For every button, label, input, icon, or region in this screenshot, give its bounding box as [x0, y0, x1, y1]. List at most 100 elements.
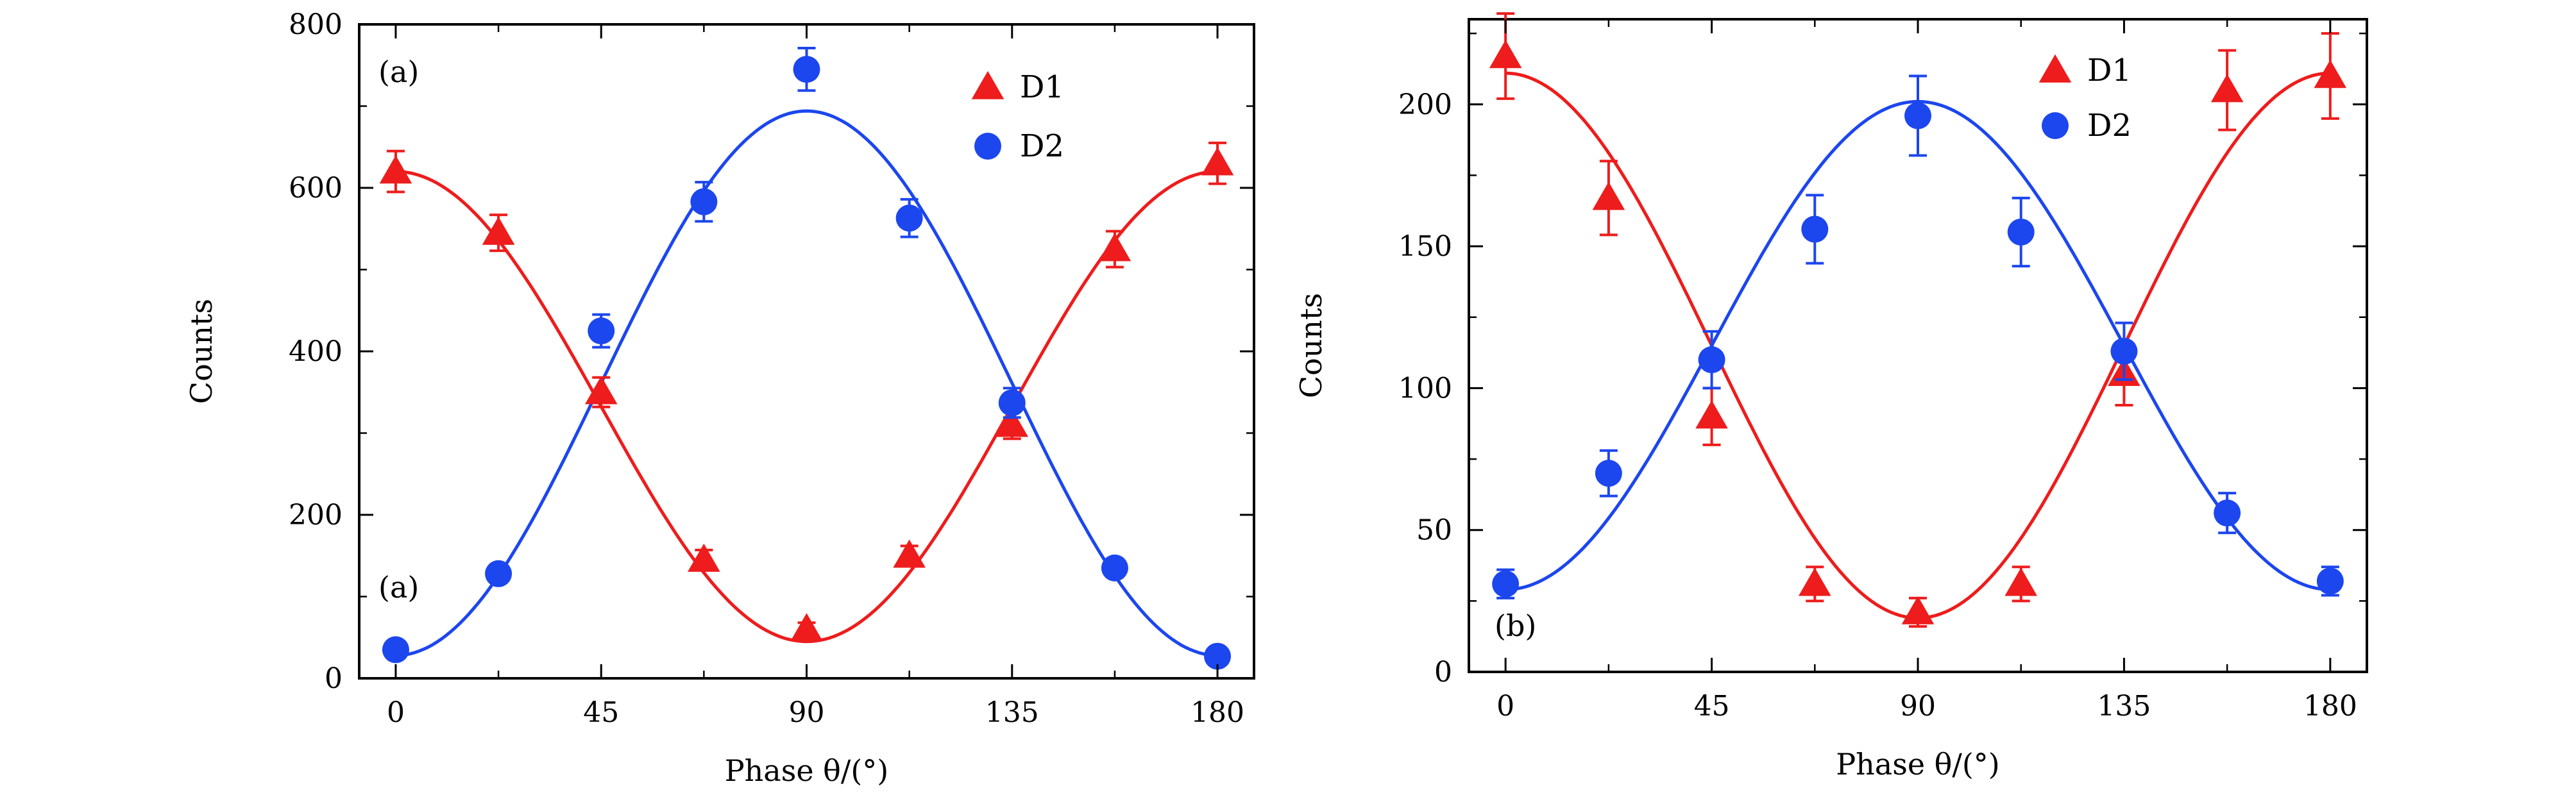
data-point-d2 [1904, 74, 1931, 157]
triangle-marker [1798, 567, 1831, 596]
legend-label-d1: D1 [1020, 69, 1064, 105]
triangle-marker [379, 155, 412, 184]
data-point-d2 [1204, 642, 1232, 670]
circle-marker [1595, 460, 1622, 487]
data-point-d1 [893, 539, 926, 568]
circle-marker [485, 560, 513, 587]
triangle-marker [996, 408, 1029, 437]
data-point-d2 [1698, 330, 1725, 390]
data-point-d1 [1592, 160, 1625, 237]
circle-legend-symbol [2042, 112, 2069, 139]
legend: D1 D2 [2038, 53, 2131, 144]
triangle-marker [1901, 596, 1935, 624]
x-tick-label: 135 [2097, 690, 2151, 723]
data-marks [1489, 12, 2347, 628]
x-tick-label: 135 [985, 696, 1039, 729]
legend-label-d2: D2 [1020, 128, 1064, 164]
data-point-d1 [482, 213, 515, 253]
data-point-d2 [2316, 565, 2344, 597]
data-point-d2 [2110, 321, 2138, 381]
y-tick-label: 800 [289, 8, 343, 41]
legend-marker-d2 [2042, 112, 2069, 139]
circle-marker [588, 317, 615, 345]
y-tick-label: 0 [1434, 656, 1452, 689]
legend-marker-d1 [2038, 54, 2072, 83]
triangle-marker [1489, 40, 1522, 69]
circle-marker [895, 205, 923, 232]
y-tick-label: 400 [289, 335, 343, 368]
x-tick-label: 0 [1496, 690, 1514, 723]
triangle-marker [893, 539, 926, 568]
data-point-d2 [588, 313, 615, 349]
axis-ticks: 0 45 90 135 180 0 200 400 600 800 [289, 8, 1254, 729]
circle-marker [2110, 337, 2138, 365]
data-point-d2 [793, 46, 820, 92]
x-tick-label: 180 [1191, 696, 1244, 729]
data-point-d1 [1098, 230, 1131, 269]
circle-marker [1492, 570, 1520, 598]
legend-marker-d2 [974, 133, 1001, 160]
legend-label-d2: D2 [2087, 108, 2131, 144]
x-tick-label: 0 [387, 696, 405, 729]
x-tick-label: 45 [1694, 690, 1730, 723]
legend-label-d1: D1 [2087, 53, 2131, 88]
data-point-d2 [1101, 554, 1128, 582]
x-tick-label: 45 [583, 696, 619, 729]
data-point-d1 [2210, 49, 2244, 131]
fit-curve-d2 [395, 109, 1218, 657]
x-tick-label: 180 [2303, 690, 2357, 723]
triangle-marker [688, 543, 720, 572]
triangle-marker [482, 216, 515, 245]
panel-a: 0 45 90 135 180 0 200 400 600 800 Phase θ/(°) Cou… [184, 8, 1255, 788]
triangle-legend-symbol [971, 71, 1004, 99]
circle-marker [998, 389, 1026, 417]
fit-curves [395, 109, 1218, 657]
data-point-d2 [2007, 196, 2035, 268]
y-tick-label: 0 [325, 662, 343, 695]
y-axis-title: Counts [184, 299, 219, 404]
data-point-d1 [379, 149, 412, 194]
circle-marker [2214, 499, 2241, 527]
data-point-d2 [485, 560, 513, 587]
data-marks [379, 46, 1234, 670]
data-point-d1 [1798, 565, 1831, 603]
panel-b: 0 45 90 135 180 0 50 100 150 200 Phase θ/(°) Coun… [1294, 12, 2368, 782]
triangle-marker [790, 613, 823, 642]
y-tick-label: 600 [289, 172, 343, 205]
data-point-d1 [1201, 141, 1234, 185]
legend-marker-d1 [971, 71, 1004, 99]
circle-marker [382, 636, 409, 664]
data-point-d1 [584, 376, 618, 408]
data-point-d1 [790, 613, 823, 642]
fit-curve-d1 [395, 170, 1218, 644]
data-point-d1 [1901, 596, 1935, 628]
circle-marker [793, 56, 820, 83]
circle-marker [1101, 554, 1128, 582]
legend: D1 D2 [971, 69, 1064, 164]
y-axis-title: Counts [1294, 293, 1328, 398]
y-tick-label: 150 [1398, 230, 1452, 263]
panel-label-bottom: (b) [1495, 608, 1536, 643]
data-point-d1 [1695, 387, 1728, 446]
circle-marker [2316, 567, 2344, 595]
y-tick-label: 200 [1398, 88, 1452, 121]
panel-label-bottom: (a) [378, 570, 419, 605]
y-tick-label: 100 [1398, 372, 1452, 405]
data-point-d2 [2214, 492, 2241, 535]
circle-marker [690, 188, 718, 215]
data-point-d1 [2004, 565, 2038, 603]
triangle-marker [2004, 567, 2038, 596]
data-point-d2 [1801, 194, 1829, 265]
triangle-marker [1098, 233, 1131, 262]
circle-legend-symbol [974, 133, 1001, 160]
data-point-d2 [690, 181, 718, 223]
x-tick-label: 90 [789, 696, 825, 729]
x-axis-title: Phase θ/(°) [725, 753, 889, 788]
x-axis-title: Phase θ/(°) [1836, 747, 2000, 782]
triangle-marker [1695, 400, 1728, 429]
data-point-d1 [2314, 32, 2347, 120]
data-point-d1 [688, 543, 720, 572]
data-point-d2 [1595, 449, 1622, 498]
data-point-d2 [1492, 568, 1520, 599]
